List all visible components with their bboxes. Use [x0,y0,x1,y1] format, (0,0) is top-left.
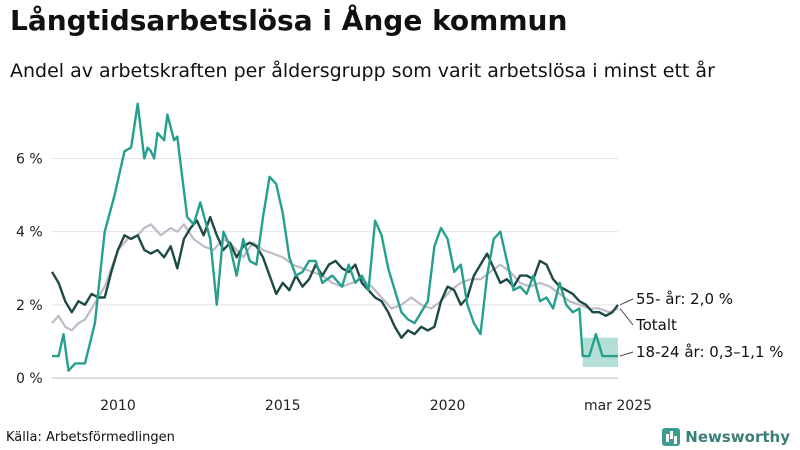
series-line-1 [50,215,619,339]
chart-title: Långtidsarbetslösa i Ånge kommun [10,4,568,37]
axis-labels: 0 % 2 % 4 % 6 % 2010 2015 2020 mar 2025 [16,152,652,414]
y-tick-label: 2 % [16,298,43,314]
source-note: Källa: Arbetsförmedlingen [6,430,175,445]
bar-chart-icon [662,428,681,446]
y-tick-label: 6 % [16,152,43,168]
chart-subtitle: Andel av arbetskraften per åldersgrupp s… [10,60,715,82]
label-leader-2 [619,351,634,357]
y-tick-label: 0 % [16,371,43,387]
label-leader-1 [619,298,634,306]
direct-labels: Totalt 55- år: 2,0 % 18-24 år: 0,3–1,1 % [619,290,784,361]
brand-name: Newsworthy [685,428,790,446]
x-tick-label: 2015 [265,398,301,414]
grid [52,158,618,379]
series-label-2: 18-24 år: 0,3–1,1 % [636,343,784,361]
x-tick-label: 2020 [430,398,466,414]
y-tick-label: 4 % [16,225,43,241]
label-leader-0 [619,308,634,326]
brand-logo: Newsworthy [662,428,790,446]
series-label-1: 55- år: 2,0 % [636,290,733,308]
series-label-0: Totalt [635,316,677,334]
series-lines [50,102,619,372]
x-tick-label: 2010 [100,398,136,414]
x-tick-label: mar 2025 [584,398,652,414]
series-line-2 [52,102,618,372]
